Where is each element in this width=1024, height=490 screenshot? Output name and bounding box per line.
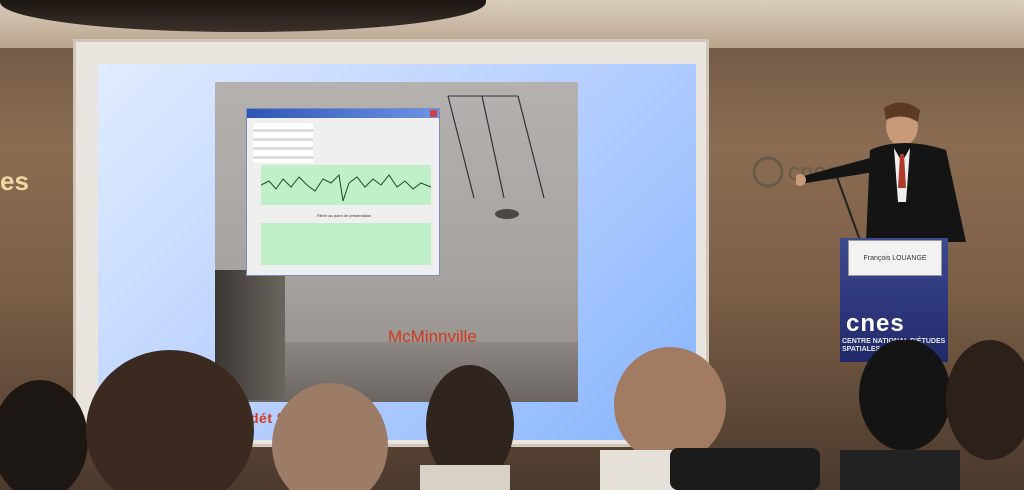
nameplate: François LOUANGE (848, 240, 942, 276)
left-wall-logo: es (0, 166, 29, 196)
slide-caption: McMinnville (388, 327, 477, 346)
window-titlebar (247, 109, 439, 118)
signal-graph (260, 165, 432, 205)
signal-trace (260, 173, 432, 202)
camera-icon (670, 448, 820, 490)
nameplate-text: François LOUANGE (863, 255, 927, 262)
speaker (796, 102, 966, 242)
window-option-label: Filtrer au point de présentation (317, 213, 372, 218)
ufo-object (495, 209, 519, 219)
podium-cnes-logo: cnes (846, 310, 905, 337)
audience (0, 340, 1024, 490)
input-fields (253, 123, 313, 163)
analysis-window: Filtrer au point de présentation (246, 108, 440, 276)
close-icon (430, 110, 437, 117)
overhead-wires (447, 95, 545, 199)
second-graph (261, 223, 431, 265)
